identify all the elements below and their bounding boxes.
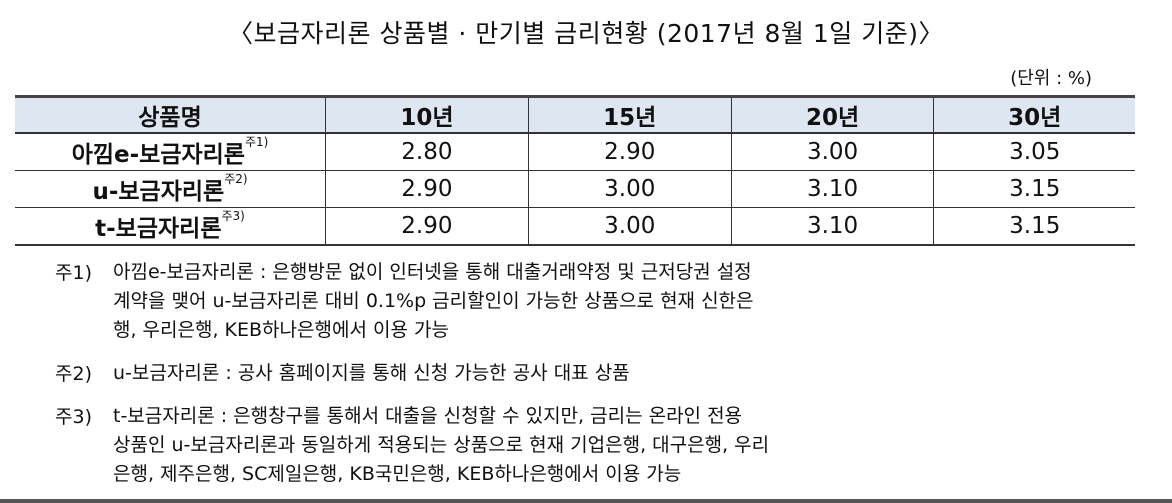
footnote-1: 주1) 아낌e-보금자리론 : 은행방문 없이 인터넷을 통해 대출거래약정 및… — [55, 258, 1135, 345]
footnotes: 주1) 아낌e-보금자리론 : 은행방문 없이 인터넷을 통해 대출거래약정 및… — [55, 258, 1135, 503]
footnote-label: 주3) — [55, 406, 92, 428]
rate-cell: 3.10 — [730, 207, 934, 246]
rate-cell: 3.00 — [527, 207, 732, 246]
footnote-ref: 주1) — [244, 135, 269, 149]
table-row: 아낌e-보금자리론주1) 2.80 2.90 3.00 3.05 — [15, 133, 1135, 171]
footnote-label: 주1) — [55, 262, 92, 284]
header-10y: 10년 — [325, 96, 529, 134]
product-name: t-보금자리론주3) — [15, 207, 326, 246]
footnote-line: 계약을 맺어 u-보금자리론 대비 0.1%p 금리할인이 가능한 상품으로 현… — [113, 290, 754, 312]
footnote-2: 주2) u-보금자리론 : 공사 홈페이지를 통해 신청 가능한 공사 대표 상… — [55, 359, 1135, 388]
footnote-ref: 주3) — [221, 209, 245, 223]
table-header-row: 상품명 10년 15년 20년 30년 — [15, 96, 1135, 134]
footnote-line: 아낌e-보금자리론 : 은행방문 없이 인터넷을 통해 대출거래약정 및 근저당… — [113, 261, 752, 283]
footnote-line: 행, 우리은행, KEB하나은행에서 이용 가능 — [113, 319, 449, 341]
header-20y: 20년 — [730, 96, 934, 134]
footnote-3: 주3) t-보금자리론 : 은행창구를 통해서 대출을 신청할 수 있지만, 금… — [55, 402, 1135, 489]
rate-cell: 3.15 — [933, 207, 1135, 246]
rate-cell: 3.10 — [730, 170, 934, 208]
rate-cell: 3.00 — [730, 133, 934, 171]
document-title: 〈보금자리론 상품별 · 만기별 금리현황 (2017년 8월 1일 기준)〉 — [228, 19, 944, 48]
header-30y: 30년 — [933, 96, 1135, 134]
rate-cell: 2.80 — [325, 133, 529, 171]
bottom-divider — [0, 499, 1172, 503]
footnote-ref: 주2) — [224, 172, 248, 186]
rate-cell: 3.00 — [527, 170, 732, 208]
header-15y: 15년 — [527, 96, 732, 134]
table-row: u-보금자리론주2) 2.90 3.00 3.10 3.15 — [15, 170, 1135, 208]
product-name: u-보금자리론주2) — [15, 170, 326, 208]
product-name-text: t-보금자리론 — [95, 216, 222, 242]
product-name-text: 아낌e-보금자리론 — [71, 142, 245, 168]
rate-cell: 3.15 — [933, 170, 1135, 208]
footnote-label: 주2) — [55, 363, 92, 385]
footnote-line: u-보금자리론 : 공사 홈페이지를 통해 신청 가능한 공사 대표 상품 — [113, 362, 630, 384]
product-name-text: u-보금자리론 — [92, 179, 225, 205]
rate-cell: 2.90 — [325, 170, 529, 208]
footnote-line: t-보금자리론 : 은행창구를 통해서 대출을 신청할 수 있지만, 금리는 온… — [113, 405, 743, 427]
footnote-line: 상품인 u-보금자리론과 동일하게 적용되는 상품으로 현재 기업은행, 대구은… — [113, 434, 770, 456]
product-name: 아낌e-보금자리론주1) — [15, 133, 326, 171]
rate-cell: 2.90 — [527, 133, 732, 171]
header-product: 상품명 — [15, 96, 326, 134]
rate-cell: 2.90 — [325, 207, 529, 246]
rate-cell: 3.05 — [933, 133, 1135, 171]
table-row: t-보금자리론주3) 2.90 3.00 3.10 3.15 — [15, 207, 1135, 246]
footnote-line: 은행, 제주은행, SC제일은행, KB국민은행, KEB하나은행에서 이용 가… — [113, 463, 682, 485]
rate-table: 상품명 10년 15년 20년 30년 아낌e-보금자리론주1) 2.80 2.… — [15, 95, 1135, 246]
unit-label: (단위 : %) — [1010, 68, 1092, 89]
